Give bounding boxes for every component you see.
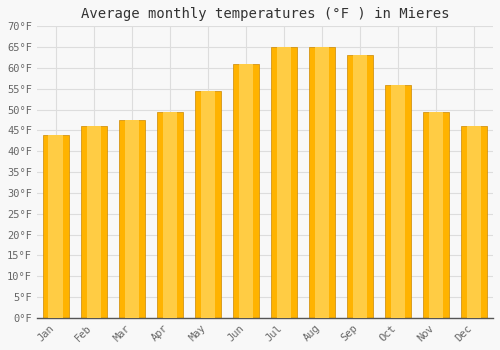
Bar [384,85,411,318]
Bar [86,126,101,318]
Bar [232,64,259,318]
Bar [270,47,297,318]
Bar [276,47,291,318]
Bar [352,55,368,318]
Bar [428,112,444,318]
Bar [390,85,406,318]
Bar [194,91,221,318]
Bar [466,126,481,318]
Bar [80,126,107,318]
Bar [314,47,330,318]
Bar [422,112,450,318]
Bar [346,55,374,318]
Bar [48,135,63,318]
Bar [156,112,183,318]
Bar [308,47,336,318]
Bar [238,64,253,318]
Bar [200,91,215,318]
Bar [124,120,139,318]
Bar [42,135,69,318]
Bar [118,120,145,318]
Bar [460,126,487,318]
Bar [162,112,177,318]
Title: Average monthly temperatures (°F ) in Mieres: Average monthly temperatures (°F ) in Mi… [80,7,449,21]
